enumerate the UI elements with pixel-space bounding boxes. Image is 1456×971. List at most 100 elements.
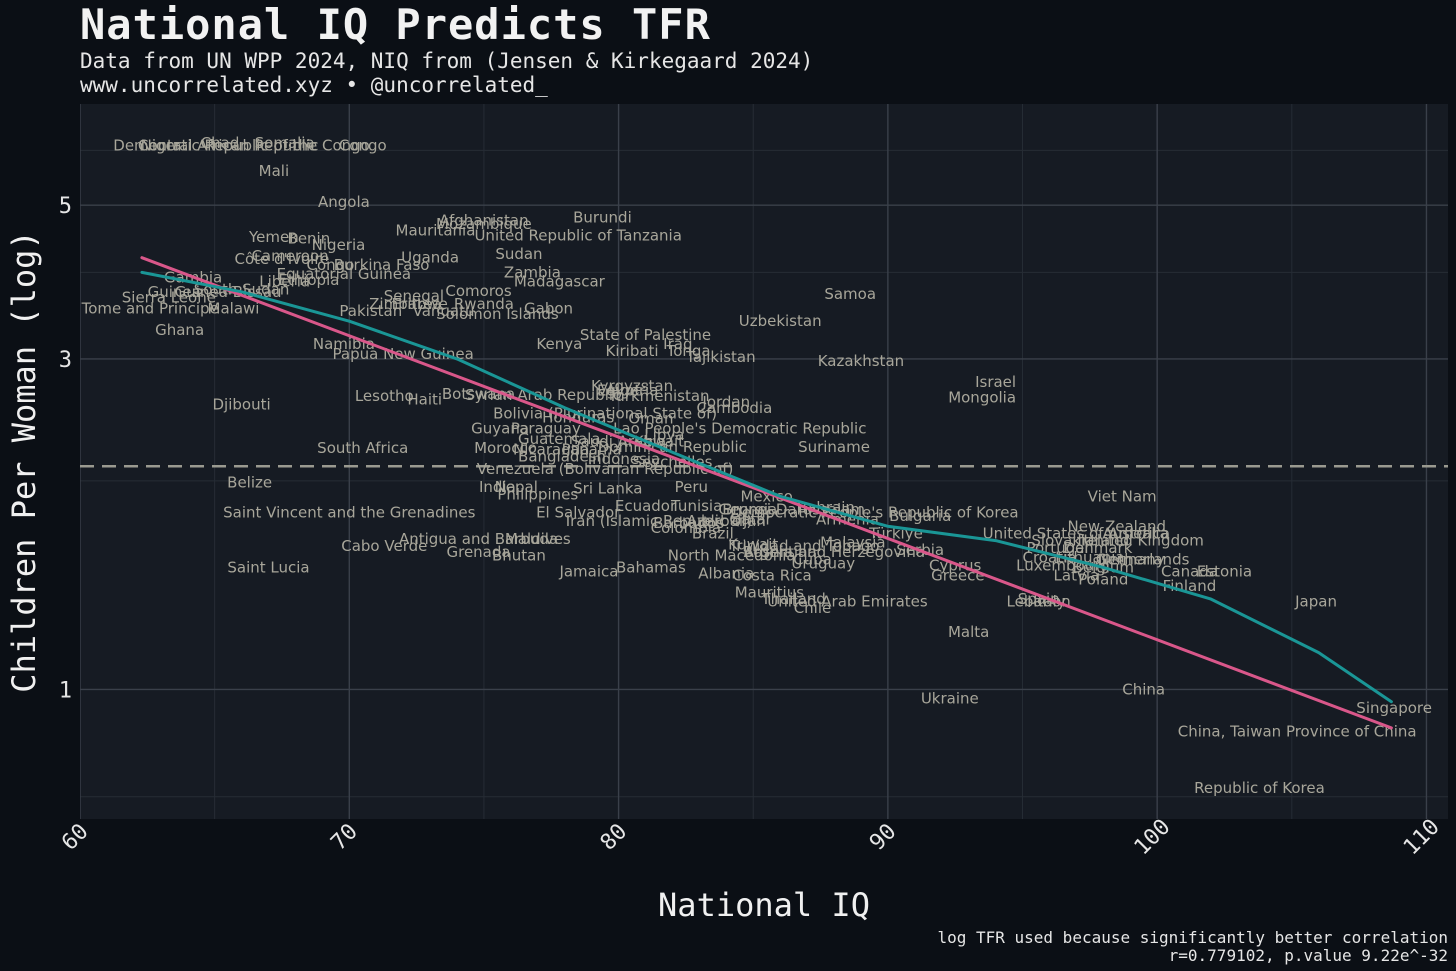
point-label: Argentina (744, 543, 817, 561)
point-label: Ukraine (921, 690, 979, 708)
point-label: Iran (Islamic Republic of) (566, 512, 753, 530)
y-tick-label: 3 (59, 348, 72, 373)
point-label: Costa Rica (732, 567, 811, 585)
point-label: Burkina Faso (334, 256, 430, 274)
point-label: Mauritania (396, 221, 476, 239)
point-label: Zambia (504, 263, 561, 281)
point-label: Barbados (653, 514, 724, 532)
point-label: Mexico (740, 487, 792, 505)
point-label: Mozambique (436, 215, 532, 233)
point-label: Spain (1018, 590, 1060, 608)
chart-byline: www.uncorrelated.xyz • @uncorrelated_ (80, 73, 548, 97)
chart-title: National IQ Predicts TFR (80, 0, 711, 49)
point-label: Ireland (1077, 532, 1129, 550)
point-label: Senegal (384, 287, 444, 305)
point-label: Cambodia (696, 399, 772, 417)
point-label: Haiti (407, 391, 442, 409)
point-label: Lesotho (355, 387, 414, 405)
point-label: Maldives (505, 530, 571, 548)
point-label: Malta (948, 623, 989, 641)
point-label: Israel (975, 373, 1016, 391)
point-label: Lithuania (1055, 549, 1124, 567)
point-label: Mali (259, 162, 289, 180)
point-label: Brazil (692, 524, 734, 542)
point-label: Trinidad and Tobago (728, 537, 879, 555)
point-label: Kenya (536, 335, 582, 353)
point-label: Gabon (524, 299, 573, 317)
point-label: Republic of Korea (1194, 779, 1325, 797)
point-label: Pakistan (339, 302, 402, 320)
point-label: Somalia (255, 134, 315, 152)
point-label: Solomon Islands (436, 305, 559, 323)
point-label: Poland (1078, 571, 1128, 589)
point-label: Kuwait (634, 432, 684, 450)
point-label: Equatorial Guinea (277, 265, 411, 283)
point-label: Turkmenistan (607, 387, 709, 405)
point-label: China, Taiwan Province of China (1178, 722, 1417, 740)
point-label: Cabo Verde (341, 537, 427, 555)
point-label: Liberia (259, 273, 310, 291)
point-label: Ecuador (615, 497, 677, 515)
point-label: Viet Nam (1088, 487, 1157, 505)
point-label: China (1122, 680, 1165, 698)
point-label: Bulgaria (889, 507, 951, 525)
point-label: Malawi (208, 299, 260, 317)
point-label: Comoros (445, 282, 511, 300)
point-label: Bhutan (492, 547, 546, 565)
point-label: Kazakhstan (818, 352, 904, 370)
point-label: Uruguay (791, 554, 855, 572)
point-label: Tajikistan (685, 348, 755, 366)
point-label: Netherlands (1098, 551, 1190, 569)
point-label: Lao People's Democratic Republic (613, 420, 866, 438)
point-label: Greece (931, 567, 984, 585)
y-axis-label: Children Per Woman (log) (5, 230, 43, 692)
point-label: Kiribati (605, 342, 658, 360)
point-label: Jordan (701, 393, 750, 411)
y-tick-label: 1 (59, 678, 72, 703)
point-label: Armenia (816, 510, 879, 528)
point-label: Côte d'Ivoire (235, 250, 330, 268)
x-tick-label: 110 (1399, 815, 1445, 861)
x-axis-label: National IQ (658, 886, 870, 924)
left-margin (0, 104, 80, 819)
point-label: Slovakia (1031, 532, 1094, 550)
point-label: Luxembourg (1016, 556, 1110, 574)
point-label: Guyana (471, 420, 529, 438)
point-label: Azerbaijan (687, 512, 766, 530)
right-margin (1448, 104, 1456, 819)
y-tick-label: 5 (59, 194, 72, 219)
point-label: Chad (201, 134, 240, 152)
point-label: Singapore (1356, 699, 1432, 717)
point-label: Saint Lucia (227, 558, 309, 576)
point-label: Congo (339, 136, 387, 154)
point-label: Yemen (248, 228, 299, 246)
point-label: Nepal (495, 478, 538, 496)
point-label: Sudan (495, 245, 542, 263)
point-label: Kuwait (728, 535, 778, 553)
point-label: Belize (227, 473, 272, 491)
point-label: Australia (1102, 524, 1168, 542)
chart-subtitle: Data from UN WPP 2024, NIQ from (Jensen … (80, 49, 814, 73)
point-label: Botswana (442, 385, 515, 403)
point-label: Lebanon (1007, 592, 1071, 610)
point-label: Qatar (729, 510, 772, 528)
point-label: Syrian Arab Republic (465, 386, 621, 404)
point-label: Bosnia and Herzegovina (743, 543, 925, 561)
point-label: Nicaragua (513, 440, 589, 458)
point-label: United States of America (983, 524, 1170, 542)
point-label: Burundi (573, 209, 632, 227)
point-label: Indonesia (588, 450, 661, 468)
point-label: Malaysia (820, 533, 886, 551)
point-label: Oman (628, 410, 673, 428)
point-label: Uzbekistan (739, 312, 822, 330)
point-label: State of Palestine (580, 326, 711, 344)
point-label: North Macedonia (668, 547, 796, 565)
point-label: Paraguay (511, 420, 581, 438)
point-label: Finland (1163, 577, 1217, 595)
grid-group (79, 104, 1448, 819)
point-label: Libya (644, 426, 684, 444)
caption-stats: r=0.779102, p.value 9.22e^-32 (1168, 946, 1448, 965)
point-label: Ethiopia (278, 271, 339, 289)
